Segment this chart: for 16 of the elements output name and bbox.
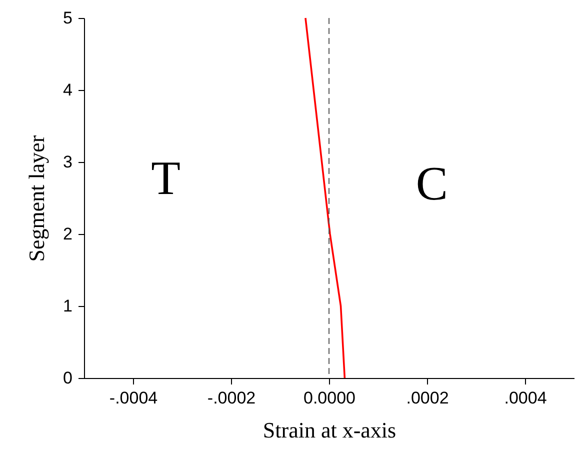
y-tick-label: 4 — [63, 80, 72, 100]
y-tick-label: 2 — [63, 224, 72, 244]
y-tick-label: 3 — [63, 152, 72, 172]
annotation: T — [151, 152, 180, 205]
x-tick-label: 0.0000 — [304, 388, 356, 408]
x-axis-title: Strain at x-axis — [262, 418, 396, 442]
x-tick-label: .0002 — [406, 388, 449, 408]
x-tick-label: -.0002 — [207, 388, 256, 408]
annotation: C — [416, 157, 448, 210]
y-tick-label: 1 — [63, 296, 72, 316]
y-tick-label: 0 — [63, 368, 72, 388]
line-series — [304, 17, 346, 379]
x-tick-label: -.0004 — [109, 388, 158, 408]
y-tick-label: 5 — [63, 8, 72, 28]
y-axis-title: Segment layer — [24, 134, 50, 262]
x-tick-label: .0004 — [504, 388, 547, 408]
